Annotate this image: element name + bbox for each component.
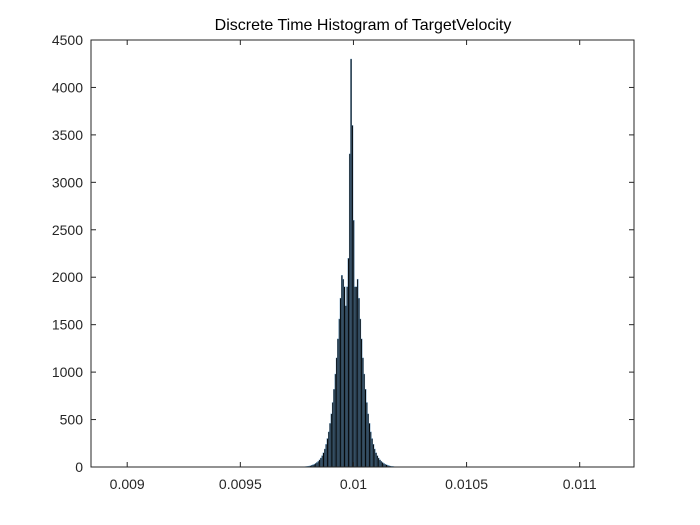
- histogram-bar: [367, 413, 369, 468]
- histogram-bar: [335, 357, 338, 468]
- histogram-bar: [350, 58, 352, 468]
- ticks-group: 0.009 0.0095 0.01 0.0105 0.011 0 500 1000 1500 20…: [52, 32, 634, 492]
- x-tick-label: 0.0105: [445, 476, 488, 492]
- histogram-bar: [318, 459, 321, 468]
- y-tick-label: 2500: [52, 222, 83, 238]
- histogram-bar: [337, 338, 339, 468]
- histogram-bar: [347, 258, 350, 468]
- y-tick-label: 4500: [52, 32, 83, 48]
- histogram-bar: [364, 389, 367, 468]
- histogram-bar: [324, 448, 326, 468]
- y-tick-label: 4000: [52, 79, 83, 95]
- y-tick-label: 2000: [52, 269, 83, 285]
- histogram-bar: [342, 278, 345, 468]
- histogram-bar: [351, 125, 354, 468]
- histogram-bar: [322, 452, 325, 468]
- histogram-bar: [325, 444, 327, 468]
- histogram-bar: [341, 275, 343, 468]
- histogram-bar: [360, 338, 363, 468]
- histogram-bar: [345, 305, 347, 468]
- histogram-bar: [354, 286, 356, 468]
- plot-frame: [90, 39, 635, 468]
- histogram-bar: [356, 278, 359, 468]
- histogram-bar: [371, 438, 373, 468]
- histogram-bar: [366, 402, 368, 468]
- histogram-bar: [327, 431, 330, 468]
- chart-title: Discrete Time Histogram of TargetVelocit…: [215, 17, 512, 34]
- histogram-bar: [352, 220, 355, 468]
- histogram-bar: [380, 461, 383, 468]
- x-tick-label: 0.011: [563, 476, 597, 492]
- histogram-bar: [375, 452, 377, 468]
- y-tick-label: 0: [75, 459, 83, 475]
- histogram-bar: [377, 457, 380, 468]
- histogram-bar: [369, 431, 372, 468]
- histogram-bar: [338, 318, 341, 468]
- histogram-bar: [363, 373, 366, 468]
- y-tick-label: 3500: [52, 127, 83, 143]
- x-tick-label: 0.009: [110, 476, 145, 492]
- histogram-bar: [359, 318, 362, 468]
- histogram-bar: [314, 463, 317, 468]
- y-tick-label: 1500: [52, 317, 83, 333]
- histogram-bar: [358, 297, 360, 468]
- histogram-bar: [316, 462, 318, 468]
- histogram-bar: [373, 448, 376, 468]
- histogram-bar: [346, 286, 348, 468]
- histogram-bar: [381, 462, 384, 468]
- histogram-bar: [368, 423, 371, 468]
- histogram-bar: [372, 444, 375, 468]
- histogram-bar: [317, 461, 320, 468]
- histogram-bar: [326, 438, 329, 468]
- histogram-bar: [334, 373, 337, 468]
- histogram-bar: [330, 413, 333, 468]
- histogram-bar: [348, 153, 351, 468]
- y-tick-label: 3000: [52, 174, 83, 190]
- y-tick-label: 1000: [52, 364, 83, 380]
- histogram-bar: [383, 463, 385, 468]
- histogram-bar: [362, 357, 364, 468]
- histogram-bar: [376, 455, 379, 468]
- histogram-bar: [333, 389, 335, 468]
- y-tick-label: 500: [60, 412, 84, 428]
- histogram-bar: [329, 423, 331, 468]
- x-tick-label: 0.0095: [219, 476, 262, 492]
- histogram-bar: [321, 455, 324, 468]
- histogram-bar: [379, 459, 381, 468]
- histogram-bar: [355, 286, 358, 468]
- x-tick-label: 0.01: [340, 476, 367, 492]
- histogram-bar: [331, 402, 334, 468]
- histogram-bar: [339, 297, 342, 468]
- histogram-bar: [320, 457, 322, 468]
- histogram-bar: [343, 286, 346, 468]
- bars-group: [301, 58, 405, 468]
